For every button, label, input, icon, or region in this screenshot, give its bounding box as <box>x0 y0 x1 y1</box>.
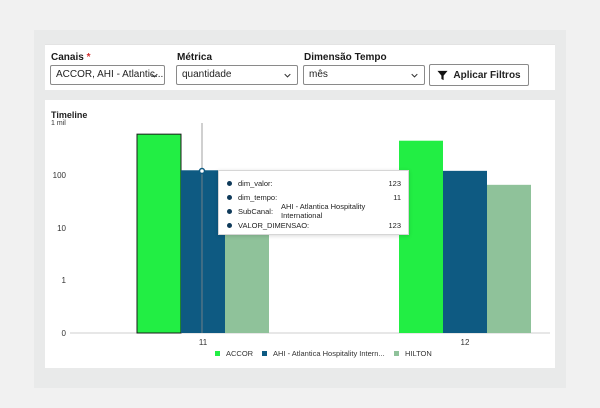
tooltip-row: SubCanal: AHI - Atlantica Hospitality Int… <box>227 202 401 220</box>
legend-swatch <box>262 351 267 356</box>
metrica-select[interactable]: quantidade <box>176 65 298 85</box>
filter-bar: Canais * ACCOR, AHI - Atlantic... Métric… <box>45 44 555 90</box>
metrica-label: Métrica <box>177 52 213 63</box>
metrica-value: quantidade <box>182 69 232 80</box>
series-dot-icon <box>227 180 232 186</box>
canais-value: ACCOR, AHI - Atlantic... <box>56 69 164 80</box>
bar-accor-11[interactable] <box>136 133 182 334</box>
dimensao-select[interactable]: mês <box>303 65 425 85</box>
x-tick-label: 12 <box>461 338 470 347</box>
y-tick-label: 100 <box>53 171 67 180</box>
apply-filters-button[interactable]: Aplicar Filtros <box>429 64 529 86</box>
bar-ahi-12[interactable] <box>443 170 487 333</box>
tooltip-row: dim_tempo: 11 <box>227 191 401 203</box>
apply-filters-label: Aplicar Filtros <box>453 69 521 81</box>
tooltip-row: VALOR_DIMENSAO: 123 <box>227 219 401 231</box>
hover-marker <box>198 167 206 175</box>
series-dot-icon <box>227 208 232 214</box>
y-tick-label: 1 <box>62 276 67 285</box>
canais-select[interactable]: ACCOR, AHI - Atlantic... <box>50 65 165 85</box>
legend-swatch <box>394 351 399 356</box>
dimensao-value: mês <box>309 69 328 80</box>
chevron-down-icon <box>284 73 291 78</box>
legend-swatch <box>215 351 220 356</box>
series-dot-icon <box>227 222 232 228</box>
legend-label: HILTON <box>405 349 432 358</box>
bar-hilton-12[interactable] <box>487 184 531 333</box>
x-tick-label: 11 <box>199 338 208 347</box>
canais-label: Canais * <box>51 52 91 63</box>
chart-tooltip: dim_valor: 123 dim_tempo: 11 SubCanal: AHI … <box>218 170 409 235</box>
dimensao-label: Dimensão Tempo <box>304 52 387 63</box>
tooltip-row: dim_valor: 123 <box>227 177 401 189</box>
chevron-down-icon <box>411 73 418 78</box>
filter-icon <box>437 70 448 80</box>
bar-ahi-11[interactable] <box>181 170 225 333</box>
chart-title: Timeline <box>51 110 88 120</box>
y-tick-label: 10 <box>57 224 66 233</box>
y-tick-label: 0 <box>62 329 67 338</box>
chart-scale-label: 1 mil <box>51 120 66 127</box>
series-dot-icon <box>227 194 232 200</box>
legend-label: AHI - Atlantica Hospitality Intern... <box>273 349 385 358</box>
chevron-down-icon <box>151 73 158 78</box>
legend-label: ACCOR <box>226 349 254 358</box>
